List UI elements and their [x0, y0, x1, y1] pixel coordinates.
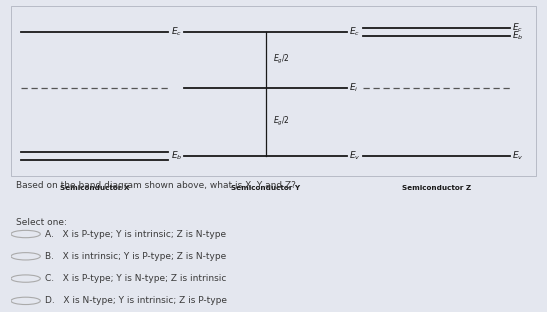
Text: $E_c$: $E_c$ — [512, 21, 523, 34]
Text: $E_b$: $E_b$ — [171, 150, 182, 162]
Text: $E_v$: $E_v$ — [349, 150, 360, 162]
Text: $E_g/2$: $E_g/2$ — [274, 115, 290, 129]
Text: $E_c$: $E_c$ — [171, 26, 182, 38]
Text: D.   X is N-type; Y is intrinsic; Z is P-type: D. X is N-type; Y is intrinsic; Z is P-t… — [45, 296, 227, 305]
Text: Semiconductor Y: Semiconductor Y — [231, 185, 300, 191]
Text: Based on the band diagram shown above, what is X, Y and Z?: Based on the band diagram shown above, w… — [16, 181, 296, 190]
Text: A.   X is P-type; Y is intrinsic; Z is N-type: A. X is P-type; Y is intrinsic; Z is N-t… — [45, 230, 226, 239]
Text: $E_c$: $E_c$ — [349, 26, 360, 38]
Text: Select one:: Select one: — [16, 218, 67, 227]
Text: $E_i$: $E_i$ — [349, 82, 358, 94]
Text: $E_b$: $E_b$ — [512, 30, 523, 42]
Text: $E_g/2$: $E_g/2$ — [274, 53, 290, 66]
Text: $E_v$: $E_v$ — [512, 150, 523, 162]
Text: C.   X is P-type; Y is N-type; Z is intrinsic: C. X is P-type; Y is N-type; Z is intrin… — [45, 274, 226, 283]
Text: B.   X is intrinsic; Y is P-type; Z is N-type: B. X is intrinsic; Y is P-type; Z is N-t… — [45, 252, 226, 261]
Text: Semiconductor Z: Semiconductor Z — [401, 185, 471, 191]
Text: Semiconductor X: Semiconductor X — [60, 185, 130, 191]
